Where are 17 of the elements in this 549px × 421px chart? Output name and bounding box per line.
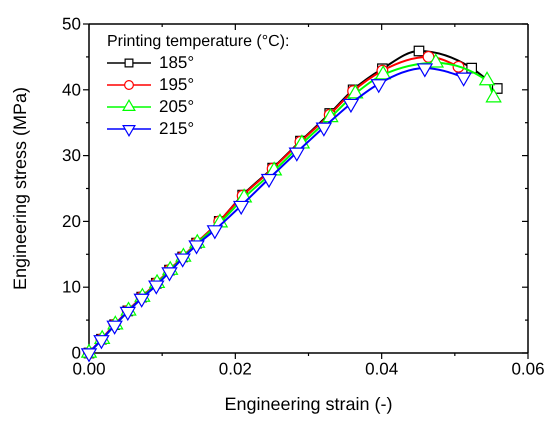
- y-tick-label: 20: [62, 212, 81, 231]
- x-tick-label: 0.00: [72, 360, 106, 379]
- legend-label: 195°: [159, 75, 194, 94]
- y-tick-label: 50: [62, 14, 81, 34]
- y-tick-label: 10: [62, 278, 81, 297]
- x-axis-title: Engineering strain (-): [224, 394, 393, 414]
- x-tick-label: 0.06: [511, 360, 545, 379]
- y-tick-label: 40: [62, 80, 81, 100]
- legend-label: 215°: [159, 119, 194, 138]
- y-axis-title: Engineering stress (MPa): [10, 86, 30, 290]
- legend-label: 205°: [159, 97, 194, 116]
- x-tick-label: 0.04: [365, 360, 398, 379]
- y-tick-label: 30: [62, 146, 81, 166]
- legend-label: 185°: [159, 53, 194, 72]
- legend-title: Printing temperature (°C):: [107, 33, 290, 50]
- y-tick-label: 0: [71, 343, 81, 362]
- x-tick-label: 0.02: [218, 360, 252, 379]
